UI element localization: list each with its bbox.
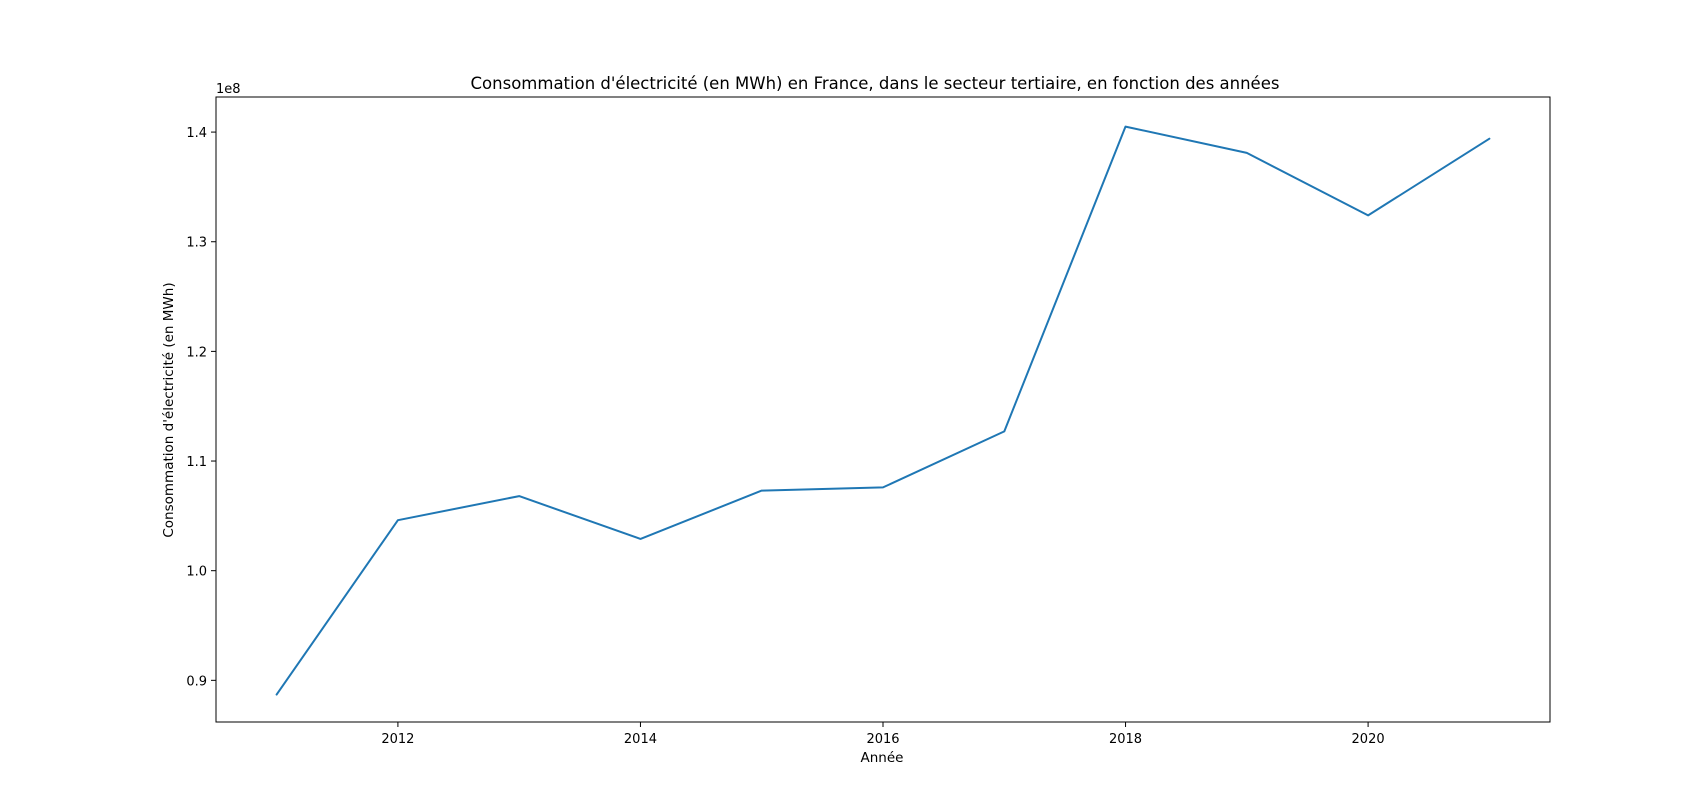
x-tick-label: 2012: [381, 732, 414, 747]
y-tick-label: 1.2: [186, 345, 207, 360]
plot-frame: [215, 96, 1551, 723]
series-line: [275, 125, 1491, 696]
x-tick-label: 2018: [1109, 732, 1142, 747]
y-axis-label: Consommation d'électricité (en MWh): [161, 282, 177, 537]
x-tick-label: 2014: [624, 732, 657, 747]
y-axis-offset-label: 1e8: [216, 82, 241, 97]
y-tick-label: 1.4: [186, 126, 207, 141]
y-tick-label: 1.1: [186, 455, 207, 470]
y-tick-label: 1.3: [186, 236, 207, 251]
x-axis-label: Année: [861, 750, 904, 766]
x-tick-label: 2020: [1352, 732, 1385, 747]
chart-title: Consommation d'électricité (en MWh) en F…: [471, 74, 1280, 93]
x-tick-label: 2016: [866, 732, 899, 747]
y-tick-label: 1.0: [186, 565, 207, 580]
y-tick-label: 0.9: [186, 674, 207, 689]
x-axis-ticks: 2012 2014 2016 2018 2020: [381, 722, 1385, 747]
y-axis-ticks: 0.9 1.0 1.1 1.2 1.3 1.4: [186, 126, 216, 689]
